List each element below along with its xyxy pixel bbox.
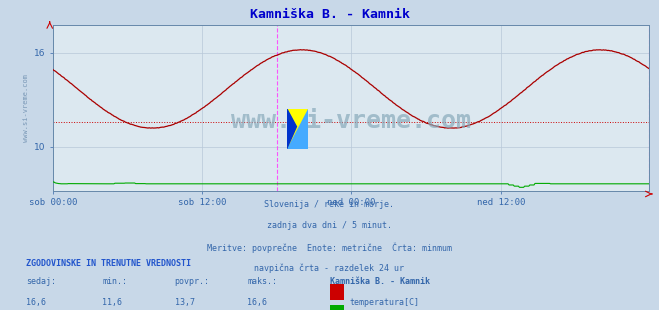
Text: www.si-vreme.com: www.si-vreme.com xyxy=(23,74,29,142)
Text: Slovenija / reke in morje.: Slovenija / reke in morje. xyxy=(264,200,395,209)
Text: ZGODOVINSKE IN TRENUTNE VREDNOSTI: ZGODOVINSKE IN TRENUTNE VREDNOSTI xyxy=(26,259,191,268)
Text: maks.:: maks.: xyxy=(247,277,277,286)
Text: sedaj:: sedaj: xyxy=(26,277,57,286)
Text: Kamniška B. - Kamnik: Kamniška B. - Kamnik xyxy=(250,8,409,21)
Text: 11,6: 11,6 xyxy=(102,298,122,307)
Text: www.si-vreme.com: www.si-vreme.com xyxy=(231,109,471,133)
Text: 16,6: 16,6 xyxy=(247,298,267,307)
Text: zadnja dva dni / 5 minut.: zadnja dva dni / 5 minut. xyxy=(267,221,392,230)
Text: Kamniška B. - Kamnik: Kamniška B. - Kamnik xyxy=(330,277,430,286)
Text: temperatura[C]: temperatura[C] xyxy=(349,298,419,307)
Text: Meritve: povprečne  Enote: metrične  Črta: minmum: Meritve: povprečne Enote: metrične Črta:… xyxy=(207,242,452,253)
Text: navpična črta - razdelek 24 ur: navpična črta - razdelek 24 ur xyxy=(254,263,405,273)
Text: min.:: min.: xyxy=(102,277,127,286)
Text: 16,6: 16,6 xyxy=(26,298,46,307)
Polygon shape xyxy=(287,108,297,149)
Text: povpr.:: povpr.: xyxy=(175,277,210,286)
Text: 13,7: 13,7 xyxy=(175,298,194,307)
Polygon shape xyxy=(287,108,308,149)
